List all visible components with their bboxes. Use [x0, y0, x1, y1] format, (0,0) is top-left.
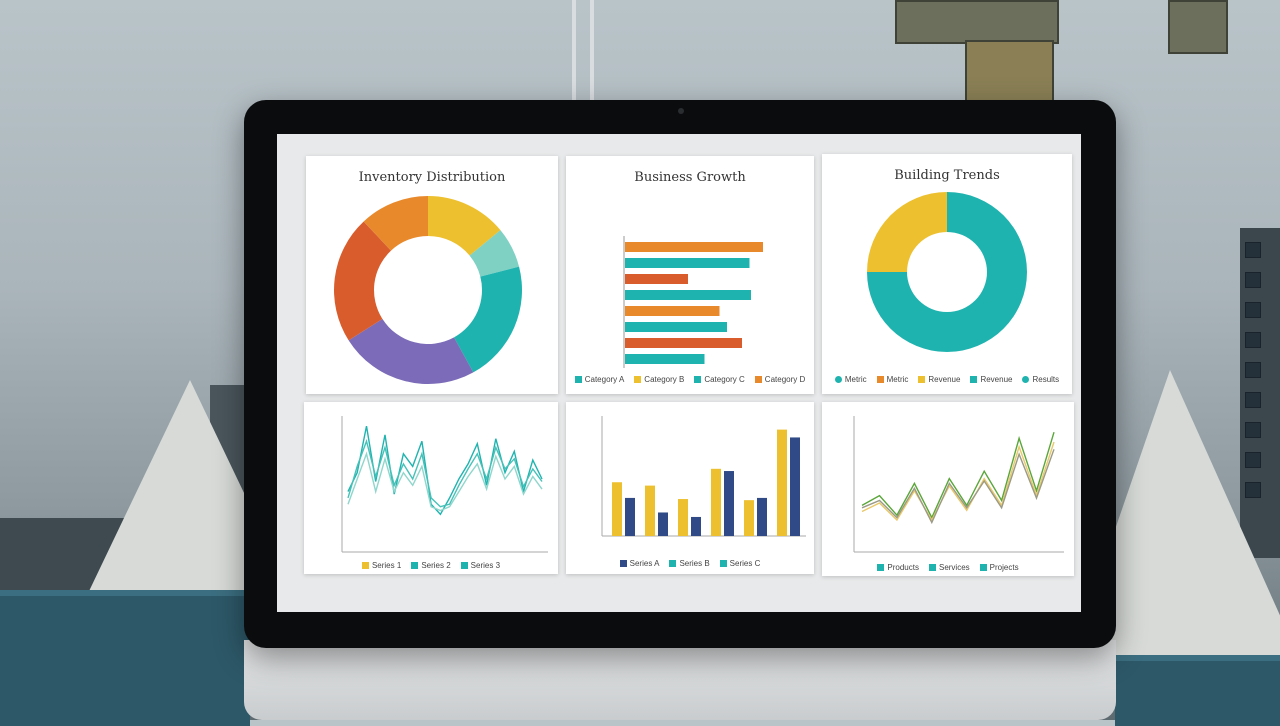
series-line [347, 438, 543, 508]
panel-title: Building Trends [894, 168, 1000, 183]
series-line [347, 451, 543, 512]
legend-item: Series C [719, 559, 760, 568]
monitor: Inventory Distribution Business Growth C… [244, 100, 1116, 648]
vertical-bar-chart [601, 416, 806, 537]
bar [625, 338, 742, 348]
chart-legend: Products Services Projects [822, 563, 1074, 572]
series-line [861, 431, 1055, 520]
panel-building-trends: Building Trends Metric Metric Revenue Re… [822, 154, 1072, 394]
legend-item: Series A [619, 559, 659, 568]
series-line [861, 441, 1055, 522]
monitor-chin [244, 640, 1116, 720]
bar [612, 482, 622, 536]
legend-item: Metric [834, 375, 867, 384]
panel-title: Business Growth [634, 170, 746, 185]
legend-item: Metric [876, 375, 908, 384]
donut-slice [469, 230, 520, 277]
bar [678, 499, 688, 536]
dashboard-screen: Inventory Distribution Business Growth C… [277, 134, 1081, 612]
legend-item: Category A [574, 375, 624, 384]
donut-slice [867, 192, 947, 272]
bar [691, 516, 701, 536]
scaffold-right [1115, 655, 1280, 726]
line-chart-left [341, 416, 548, 553]
legend-item: Revenue [970, 375, 1012, 384]
panel-vertical-bar-chart: Series A Series B Series C [566, 402, 814, 574]
bar [645, 485, 655, 536]
chart-legend: Metric Metric Revenue Revenue Results [822, 375, 1072, 384]
chart-legend: Series A Series B Series C [566, 559, 814, 568]
legend-item: Series 3 [460, 561, 500, 570]
bar [658, 512, 668, 536]
panel-inventory-distribution: Inventory Distribution [306, 156, 558, 394]
donut-chart-left [334, 196, 522, 384]
donut-slice [428, 196, 501, 256]
legend-item: Results [1022, 375, 1059, 384]
crane-cable [572, 0, 576, 100]
line-chart-right [853, 416, 1064, 553]
legend-item: Series 1 [361, 561, 401, 570]
legend-item: Category C [694, 375, 745, 384]
donut-slice [363, 196, 428, 251]
scaffold-left [0, 590, 250, 726]
donut-slice [334, 221, 392, 341]
bar [790, 437, 800, 536]
bar [625, 322, 727, 332]
bar [625, 242, 763, 252]
bar [724, 471, 734, 536]
donut-slice [867, 192, 1027, 352]
panel-line-chart-left: Series 1 Series 2 Series 3 [304, 402, 558, 574]
donut-slice [348, 318, 474, 384]
chart-legend: Category A Category B Category C Categor… [566, 375, 814, 384]
bar [625, 306, 720, 316]
bar [625, 258, 750, 268]
crane-cable [590, 0, 594, 100]
series-line [861, 449, 1055, 525]
bar [625, 354, 705, 364]
legend-item: Category B [634, 375, 684, 384]
horizontal-bar-chart [623, 236, 763, 368]
panel-line-chart-right: Products Services Projects [822, 402, 1074, 576]
legend-item: Projects [979, 563, 1019, 572]
legend-item: Products [877, 563, 919, 572]
panel-title: Inventory Distribution [358, 170, 506, 185]
crane-hook [1168, 0, 1228, 54]
legend-item: Category D [754, 375, 805, 384]
bar [625, 274, 688, 284]
legend-item: Revenue [918, 375, 960, 384]
bar [625, 497, 635, 536]
legend-item: Series 2 [411, 561, 451, 570]
chart-legend: Series 1 Series 2 Series 3 [304, 561, 558, 570]
crane-cab [895, 0, 1059, 44]
donut-slice [454, 266, 522, 373]
donut-chart-right [867, 192, 1027, 352]
legend-item: Series B [669, 559, 710, 568]
bar [777, 429, 787, 536]
bar [711, 468, 721, 536]
panel-business-growth: Business Growth Category A Category B Ca… [566, 156, 814, 394]
camera-icon [678, 108, 684, 114]
bar [757, 497, 767, 536]
crane-tower [965, 40, 1054, 104]
legend-item: Services [928, 563, 970, 572]
bar [744, 500, 754, 536]
bar [625, 290, 751, 300]
